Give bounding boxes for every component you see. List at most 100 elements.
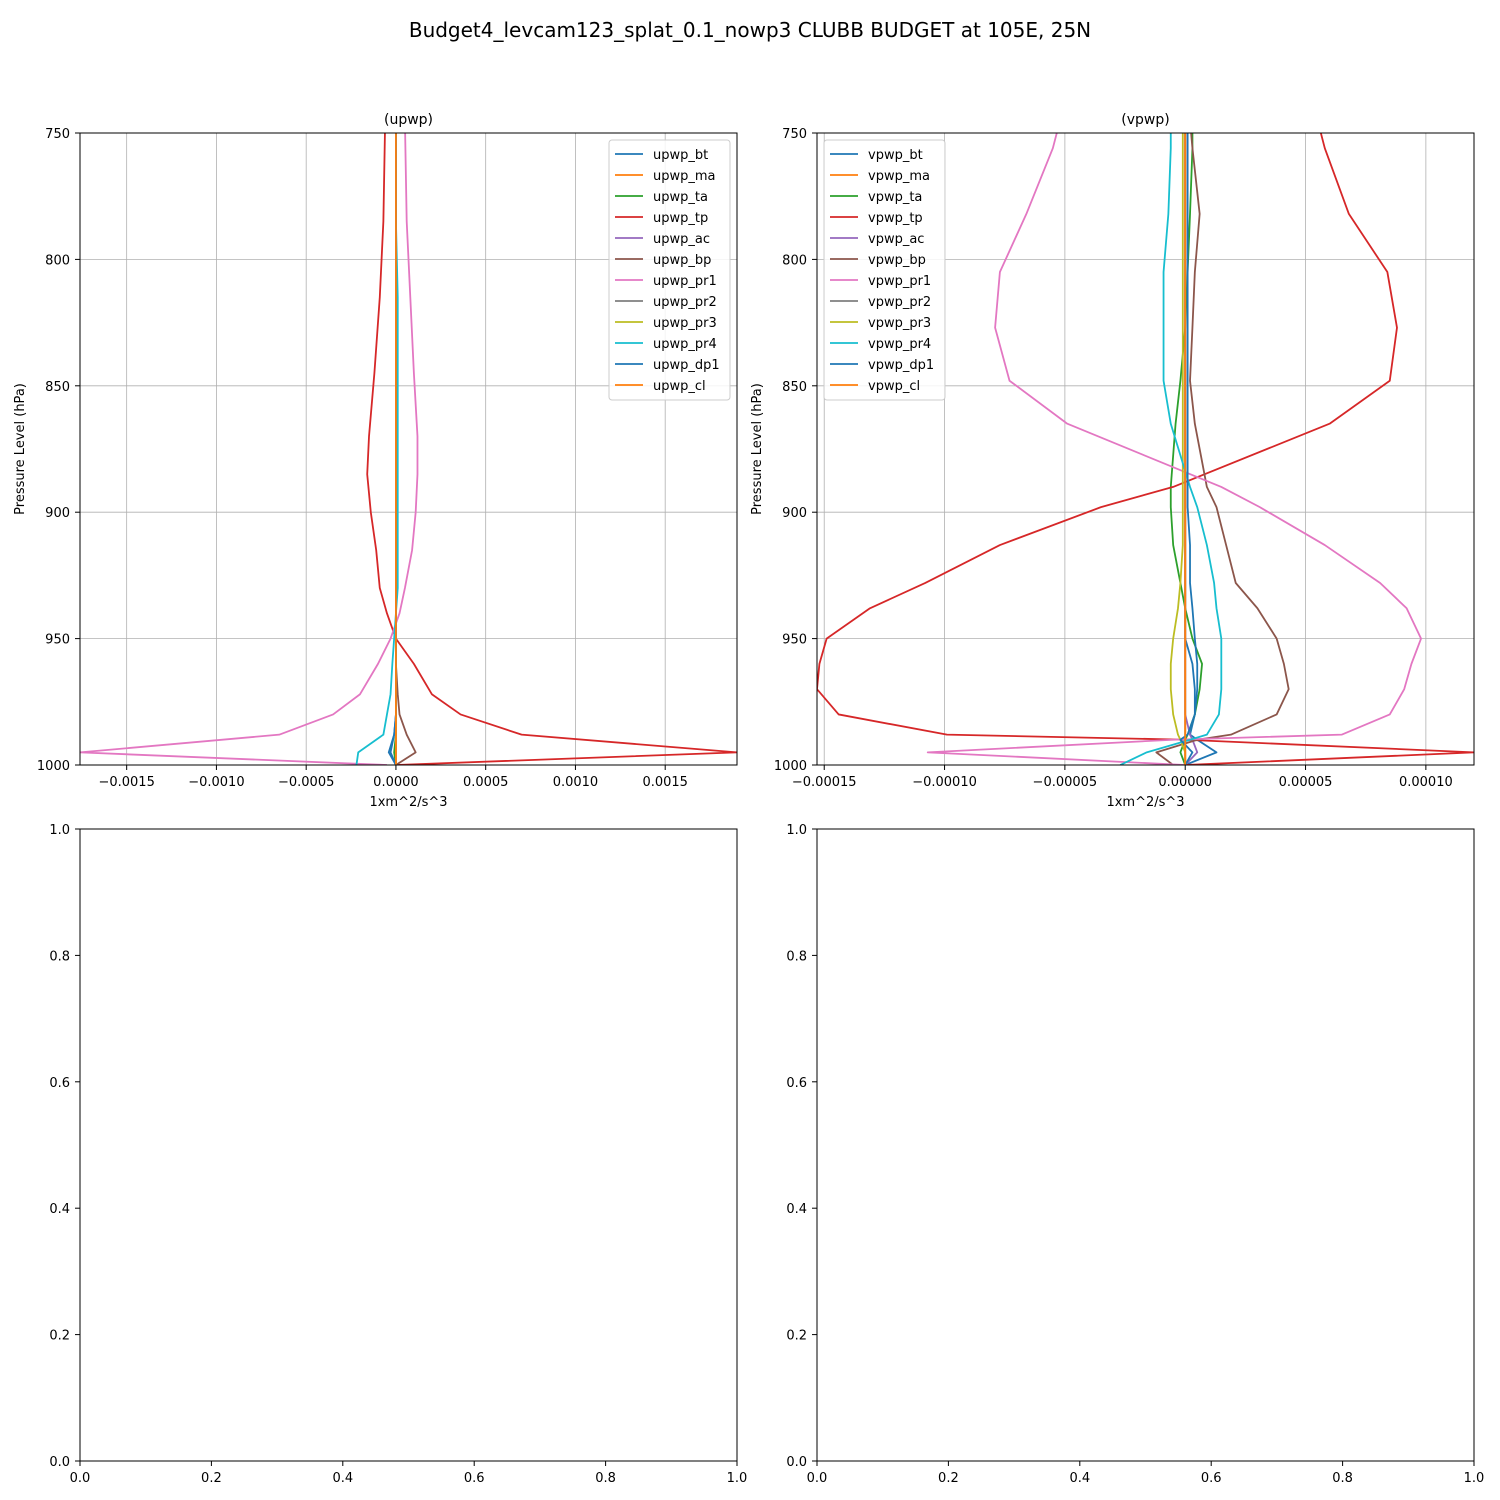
x-tick-label: 0.0005: [463, 775, 509, 790]
plot-area: [80, 829, 737, 1461]
legend-label-vpwp_tp: vpwp_tp: [868, 211, 923, 226]
y-tick-label: 0.2: [49, 1329, 70, 1344]
series-lines: [80, 133, 737, 765]
y-tick-label: 750: [782, 127, 807, 142]
x-tick-label: 0.0: [70, 1471, 91, 1486]
legend-label-upwp_tp: upwp_tp: [653, 211, 708, 226]
y-tick-label: 0.0: [786, 1455, 807, 1470]
x-tick-label: 0.6: [464, 1471, 485, 1486]
y-tick-label: 1000: [37, 759, 70, 774]
panel-4: 0.0 0.2 0.4 0.6 0.8 1.0 0.0 0.2 0.4 0.6 0.8 1.0: [786, 823, 1484, 1486]
legend-label-upwp_pr2: upwp_pr2: [653, 295, 717, 310]
legend-label-upwp_ma: upwp_ma: [653, 169, 716, 184]
legend-label-vpwp_ma: vpwp_ma: [868, 169, 930, 184]
figure-suptitle: Budget4_levcam123_splat_0.1_nowp3 CLUBB …: [409, 18, 1091, 42]
y-tick-label: 850: [45, 380, 70, 395]
axes-frame: [79, 132, 738, 766]
legend-label-upwp_pr1: upwp_pr1: [653, 274, 717, 289]
y-tick-label: 800: [782, 253, 807, 268]
series-line-upwp_pr1: [80, 133, 419, 765]
panel-2: −0.00015 −0.00010 −0.00005 0.00000 0.00005 0.…: [750, 112, 1475, 810]
axes-frame: [816, 132, 1475, 766]
legend: upwp_bt upwp_ma upwp_ta upwp_tp upwp_ac upwp_…: [608, 139, 731, 401]
x-tick-label: 1.0: [727, 1471, 748, 1486]
series-line-upwp_tp: [366, 133, 737, 765]
series-line-vpwp_dp1: [1179, 133, 1199, 765]
x-tick-label: 0.0015: [642, 775, 688, 790]
y-tick-label: 950: [782, 633, 807, 648]
x-axis-label: 1xm^2/s^3: [369, 795, 447, 810]
x-tick-label: 0.4: [1069, 1471, 1090, 1486]
legend-label-vpwp_ta: vpwp_ta: [868, 190, 922, 205]
x-tick-label: 0.2: [938, 1471, 959, 1486]
y-axis-label: Pressure Level (hPa): [750, 383, 765, 515]
y-tick-label: 950: [45, 633, 70, 648]
y-tick-label: 0.8: [49, 949, 70, 964]
y-tick-label: 0.4: [786, 1202, 807, 1217]
legend: vpwp_bt vpwp_ma vpwp_ta vpwp_tp vpwp_ac vpwp_…: [823, 139, 946, 401]
x-tick-label: 0.8: [595, 1471, 616, 1486]
x-tick-label: −0.00015: [792, 775, 857, 790]
legend-box: [608, 139, 731, 401]
series-line-upwp_pr4: [355, 133, 399, 765]
series-line-vpwp_tp: [817, 133, 1474, 765]
y-tick-label: 0.4: [49, 1202, 70, 1217]
gridlines: [817, 132, 1474, 766]
x-tick-label: −0.00010: [912, 775, 977, 790]
subplot-grid: −0.0015 −0.0010 −0.0005 0.0000 0.0005 0.0010 0…: [13, 112, 1484, 1486]
y-tick-label: 1.0: [786, 823, 807, 838]
x-tick-label: 1.0: [1464, 1471, 1485, 1486]
x-axis-label: 1xm^2/s^3: [1106, 795, 1184, 810]
legend-label-upwp_dp1: upwp_dp1: [653, 358, 720, 373]
series-line-vpwp_pr1: [926, 133, 1422, 765]
panel-3: 0.0 0.2 0.4 0.6 0.8 1.0 0.0 0.2 0.4 0.6 0.8 1.0: [49, 823, 747, 1486]
y-tick-label: 0.6: [49, 1076, 70, 1091]
legend-label-vpwp_cl: vpwp_cl: [868, 379, 920, 394]
x-tick-label: 0.0: [807, 1471, 828, 1486]
y-tick-label: 1000: [774, 759, 807, 774]
legend-label-upwp_pr4: upwp_pr4: [653, 337, 717, 352]
legend-label-vpwp_ac: vpwp_ac: [868, 232, 924, 247]
y-tick-label: 850: [782, 380, 807, 395]
panel-title: (vpwp): [1121, 112, 1169, 128]
legend-label-upwp_bt: upwp_bt: [653, 148, 708, 163]
x-tick-label: 0.00005: [1279, 775, 1333, 790]
x-tick-label: −0.0010: [188, 775, 244, 790]
x-tick-label: 0.00010: [1399, 775, 1453, 790]
y-tick-label: 900: [45, 506, 70, 521]
x-tick-label: 0.2: [201, 1471, 222, 1486]
legend-label-upwp_bp: upwp_bp: [653, 253, 711, 268]
series-line-vpwp_pr4: [1119, 133, 1223, 765]
series-line-vpwp_pr3: [1169, 133, 1187, 765]
y-tick-label: 0.6: [786, 1076, 807, 1091]
x-tick-label: −0.0005: [278, 775, 334, 790]
legend-label-vpwp_bt: vpwp_bt: [868, 148, 923, 163]
x-tick-label: −0.0015: [98, 775, 154, 790]
axes-frame: [816, 828, 1475, 1462]
y-tick-label: 900: [782, 506, 807, 521]
x-tick-label: 0.0000: [373, 775, 419, 790]
legend-box: [823, 139, 946, 401]
y-tick-label: 1.0: [49, 823, 70, 838]
series-lines: [817, 133, 1474, 765]
x-tick-label: 0.8: [1332, 1471, 1353, 1486]
x-tick-label: −0.00005: [1033, 775, 1098, 790]
y-axis-label: Pressure Level (hPa): [13, 383, 28, 515]
x-tick-label: 0.00000: [1158, 775, 1212, 790]
y-tick-label: 0.8: [786, 949, 807, 964]
legend-label-vpwp_pr1: vpwp_pr1: [868, 274, 931, 289]
x-tick-label: 0.0010: [553, 775, 599, 790]
legend-label-vpwp_pr4: vpwp_pr4: [868, 337, 931, 352]
y-tick-label: 800: [45, 253, 70, 268]
legend-label-vpwp_pr3: vpwp_pr3: [868, 316, 931, 331]
legend-label-upwp_ac: upwp_ac: [653, 232, 710, 247]
plot-area: [817, 829, 1474, 1461]
series-line-vpwp_bp: [1155, 133, 1290, 765]
legend-label-vpwp_dp1: vpwp_dp1: [868, 358, 934, 373]
legend-label-upwp_cl: upwp_cl: [653, 379, 706, 394]
y-tick-label: 0.2: [786, 1329, 807, 1344]
legend-label-vpwp_pr2: vpwp_pr2: [868, 295, 931, 310]
panel-title: (upwp): [384, 112, 433, 128]
legend-label-upwp_ta: upwp_ta: [653, 190, 708, 205]
